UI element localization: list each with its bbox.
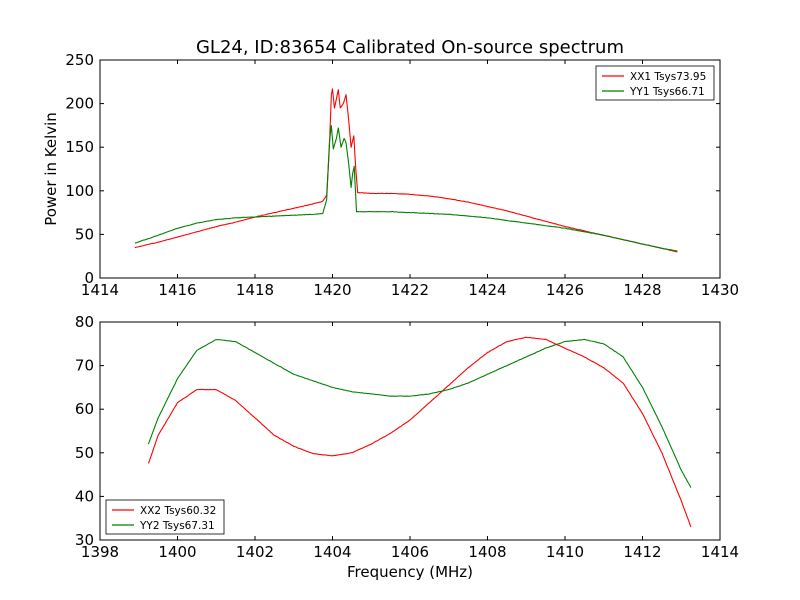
x-tick-label: 1420 — [313, 281, 351, 299]
y-tick-label: 50 — [75, 225, 94, 243]
x-tick-label: 1416 — [158, 281, 196, 299]
plot-bottom: 1398 1400 1402 1404 1406 1408 1410 1412 1414 30 40… — [75, 313, 739, 561]
y-tick-label: 70 — [75, 357, 94, 375]
x-tick-label: 1422 — [391, 281, 429, 299]
y-tick-label: 150 — [65, 138, 94, 156]
x-tick-label: 1412 — [623, 543, 661, 561]
y-tick-label: 0 — [84, 269, 94, 287]
legend-label: YY1 Tsys66.71 — [629, 86, 705, 98]
x-tick-label: 1398 — [81, 543, 119, 561]
x-tick-label: 1406 — [391, 543, 429, 561]
x-tick-label: 1424 — [468, 281, 506, 299]
y-tick-label: 30 — [75, 531, 94, 549]
x-tick-label: 1402 — [236, 543, 274, 561]
x-tick-label: 1426 — [546, 281, 584, 299]
legend-label: YY2 Tsys67.31 — [139, 520, 215, 532]
x-tick-label: 1428 — [623, 281, 661, 299]
series-line-1 — [147, 336, 692, 528]
chart-title: GL24, ID:83654 Calibrated On-source spec… — [196, 37, 624, 58]
y-tick-label: 40 — [75, 487, 94, 505]
x-tick-label: 1404 — [313, 543, 351, 561]
series-line-2 — [134, 125, 678, 252]
legend: XX1 Tsys73.95 YY1 Tsys66.71 — [595, 65, 715, 101]
y-tick-label: 200 — [65, 95, 94, 113]
y-tick-label: 250 — [65, 51, 94, 69]
x-tick-label: 1418 — [236, 281, 274, 299]
y-axis-label-top: Power in Kelvin — [42, 112, 60, 226]
legend: XX2 Tsys60.32 YY2 Tsys67.31 — [105, 499, 225, 535]
legend-label: XX2 Tsys60.32 — [140, 505, 216, 517]
series-line-1 — [134, 88, 678, 253]
legend-label: XX1 Tsys73.95 — [630, 71, 706, 83]
x-tick-label: 1400 — [158, 543, 196, 561]
series-line-2 — [147, 338, 692, 488]
legend-box — [105, 499, 225, 535]
x-tick-label: 1410 — [546, 543, 584, 561]
y-tick-label: 80 — [75, 313, 94, 331]
x-tick-label: 1408 — [468, 543, 506, 561]
y-tick-label: 50 — [75, 444, 94, 462]
x-tick-label: 1414 — [81, 281, 119, 299]
x-tick-label: 1430 — [701, 281, 739, 299]
x-axis-label-bottom: Frequency (MHz) — [347, 563, 473, 581]
y-tick-label: 100 — [65, 182, 94, 200]
x-tick-label: 1414 — [701, 543, 739, 561]
legend-box — [595, 65, 715, 101]
y-tick-label: 60 — [75, 400, 94, 418]
plot-top: 1414 1416 1418 1420 1422 1424 1426 1428 1430 0 50 1… — [65, 51, 739, 299]
